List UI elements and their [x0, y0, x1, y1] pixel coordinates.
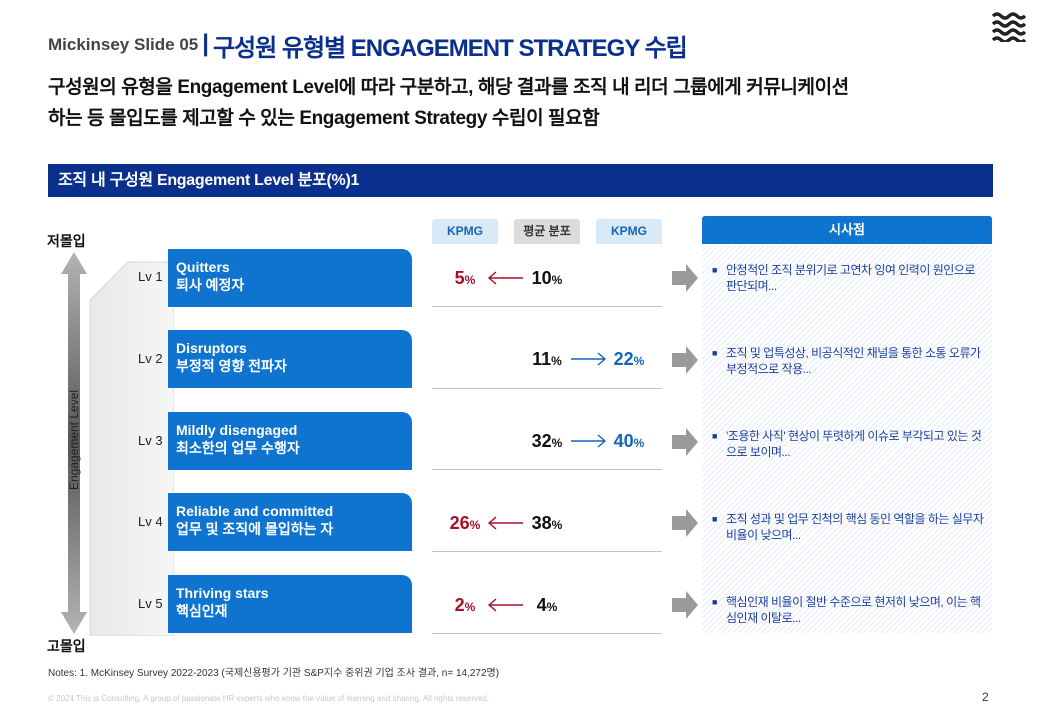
- subtitle-line-2: 하는 등 몰입도를 제고할 수 있는 Engagement Strategy 수…: [48, 108, 600, 129]
- bullet-icon: ■: [712, 597, 717, 607]
- chevron-right-icon: [672, 509, 698, 537]
- slide-title-separator: |: [202, 30, 209, 57]
- average-value-lv4: 38%: [531, 513, 563, 533]
- bullet-icon: ■: [712, 431, 717, 441]
- level-name-en: Thriving stars: [176, 585, 269, 601]
- axis-label-text: Engagement Level: [67, 389, 81, 491]
- level-name-ko: 핵심인재: [176, 603, 228, 619]
- page-number: 2: [982, 690, 989, 704]
- left-arrow-icon: [487, 271, 523, 285]
- level-box-thriving-stars: Thriving stars 핵심인재: [168, 575, 412, 633]
- left-arrow-icon: [487, 598, 523, 612]
- insight-item-lv4: ■ 조직 성과 및 업무 진척의 핵심 동인 역할을 하는 실무자 비율이 낮으…: [712, 512, 984, 542]
- row-divider: [432, 469, 662, 470]
- level-box-reliable-committed: Reliable and committed 업무 및 조직에 몰입하는 자: [168, 493, 412, 551]
- menu-icon[interactable]: [992, 12, 1026, 42]
- average-value-lv1: 10%: [531, 268, 563, 288]
- level-label-3: Lv 3: [138, 433, 163, 448]
- average-value-lv3: 32%: [531, 431, 563, 451]
- level-name-ko: 업무 및 조직에 몰입하는 자: [176, 521, 334, 537]
- level-label-2: Lv 2: [138, 351, 163, 366]
- level-name-ko: 부정적 영향 전파자: [176, 358, 287, 374]
- level-name-en: Mildly disengaged: [176, 422, 298, 438]
- level-name-en: Quitters: [176, 259, 230, 275]
- kpmg-value-lv1: 5%: [454, 268, 476, 288]
- insight-item-lv5: ■ 핵심인재 비율이 절반 수준으로 현저히 낮으며, 이는 핵심인재 이탈로.…: [712, 595, 981, 625]
- row-divider: [432, 388, 662, 389]
- bullet-icon: ■: [712, 514, 717, 524]
- chevron-right-icon: [672, 428, 698, 456]
- average-value-lv2: 11%: [532, 349, 562, 369]
- average-value-lv5: 4%: [536, 595, 558, 615]
- insights-panel: [702, 246, 992, 633]
- axis-bottom-label: 고몰입: [47, 638, 86, 654]
- kpmg-value-lv3: 40%: [613, 431, 645, 451]
- kpmg-value-lv4: 26%: [449, 513, 481, 533]
- bullet-icon: ■: [712, 265, 717, 275]
- row-divider: [432, 633, 662, 634]
- column-header-kpmg-right: KPMG: [596, 219, 662, 244]
- level-label-4: Lv 4: [138, 514, 163, 529]
- axis-top-label: 저몰입: [47, 233, 86, 249]
- kpmg-value-lv2: 22%: [613, 349, 645, 369]
- chevron-right-icon: [672, 346, 698, 374]
- left-arrow-icon: [487, 516, 523, 530]
- slide-title-prefix: Mickinsey Slide 05: [48, 35, 199, 54]
- slide-title: Mickinsey Slide 05 | 구성원 유형별 ENGAGEMENT …: [48, 28, 688, 62]
- copyright-footer: © 2024 This is Consulting. A group of pa…: [48, 694, 490, 703]
- slide-title-main: 구성원 유형별 ENGAGEMENT STRATEGY 수립: [212, 34, 688, 62]
- subtitle-line-1: 구성원의 유형을 Engagement Level에 따라 구분하고, 해당 결…: [48, 77, 849, 98]
- insights-header: 시사점: [702, 216, 992, 244]
- kpmg-value-lv5: 2%: [454, 595, 476, 615]
- section-title-bar: 조직 내 구성원 Engagement Level 분포(%)1: [48, 164, 993, 197]
- level-box-mildly-disengaged: Mildly disengaged 최소한의 업무 수행자: [168, 412, 412, 470]
- right-arrow-icon: [571, 352, 607, 366]
- level-label-1: Lv 1: [138, 269, 163, 284]
- notes: Notes: 1. McKinsey Survey 2022-2023 (국제신…: [48, 668, 500, 679]
- column-header-kpmg-left: KPMG: [432, 219, 498, 244]
- row-divider: [432, 306, 662, 307]
- bullet-icon: ■: [712, 348, 717, 358]
- level-name-ko: 퇴사 예정자: [176, 277, 245, 293]
- right-arrow-icon: [571, 434, 607, 448]
- level-label-5: Lv 5: [138, 596, 163, 611]
- insight-item-lv2: ■ 조직 및 업특성상, 비공식적인 채널을 통한 소통 오류가 부정적으로 작…: [712, 346, 981, 376]
- engagement-axis-arrow: [61, 252, 87, 634]
- chevron-right-icon: [672, 264, 698, 292]
- level-box-disruptors: Disruptors 부정적 영향 전파자: [168, 330, 412, 388]
- chevron-right-icon: [672, 591, 698, 619]
- level-box-quitters: Quitters 퇴사 예정자: [168, 249, 412, 307]
- column-header-average: 평균 분포: [514, 219, 580, 244]
- level-name-ko: 최소한의 업무 수행자: [176, 440, 300, 456]
- level-name-en: Disruptors: [176, 340, 247, 356]
- row-divider: [432, 551, 662, 552]
- level-funnel-shape: [89, 261, 174, 636]
- insight-item-lv1: ■ 안정적인 조직 분위기로 고연차 잉여 인력이 원인으로 판단되며...: [712, 263, 975, 293]
- insight-item-lv3: ■ '조용한 사직' 현상이 뚜렷하게 이슈로 부각되고 있는 것으로 보이며.…: [712, 429, 982, 459]
- level-name-en: Reliable and committed: [176, 503, 334, 519]
- slide-subtitle: 구성원의 유형을 Engagement Level에 따라 구분하고, 해당 결…: [48, 72, 1008, 134]
